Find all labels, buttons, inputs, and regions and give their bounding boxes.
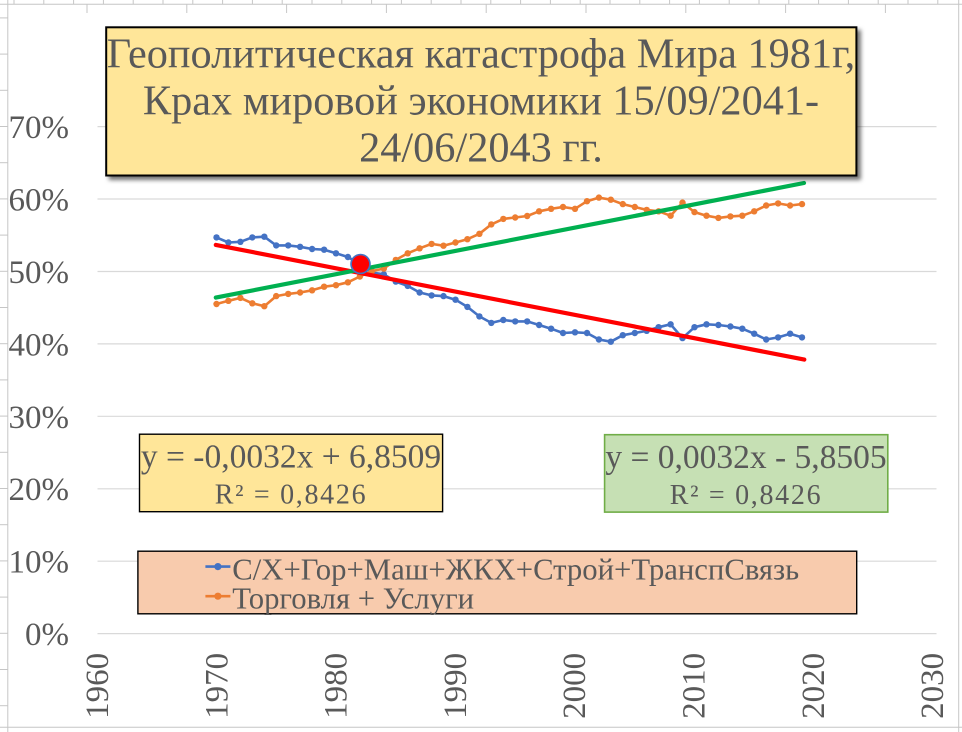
svg-text:2000: 2000 [557, 653, 593, 719]
svg-text:y = 0,0032x - 5,8505: y = 0,0032x - 5,8505 [605, 439, 886, 476]
svg-text:30%: 30% [9, 400, 70, 436]
svg-text:1960: 1960 [80, 653, 116, 719]
svg-text:Геополитическая катастрофа Мир: Геополитическая катастрофа Мира 1981г, [107, 31, 856, 78]
svg-text:24/06/2043 гг.: 24/06/2043 гг. [359, 125, 603, 172]
svg-text:2010: 2010 [677, 653, 713, 719]
svg-text:y = -0,0032x + 6,8509: y = -0,0032x + 6,8509 [141, 438, 441, 475]
svg-text:70%: 70% [9, 110, 70, 146]
svg-text:10%: 10% [9, 545, 70, 581]
svg-text:20%: 20% [9, 472, 70, 508]
svg-text:С/Х+Гор+Маш+ЖКХ+Строй+ТранспСв: С/Х+Гор+Маш+ЖКХ+Строй+ТранспСвязь [232, 553, 799, 587]
svg-text:2030: 2030 [915, 653, 951, 719]
svg-text:Крах мировой экономики 15/09/2: Крах мировой экономики 15/09/2041- [143, 78, 819, 125]
svg-text:R² = 0,8426: R² = 0,8426 [215, 479, 368, 510]
svg-text:Торговля + Услуги: Торговля + Услуги [232, 582, 474, 616]
svg-text:2020: 2020 [796, 653, 832, 719]
svg-text:0%: 0% [25, 617, 69, 653]
svg-text:1980: 1980 [319, 653, 355, 719]
svg-text:50%: 50% [9, 255, 70, 291]
svg-text:1990: 1990 [438, 653, 474, 719]
svg-text:R² = 0,8426: R² = 0,8426 [670, 480, 823, 511]
svg-text:60%: 60% [9, 183, 70, 219]
svg-text:40%: 40% [9, 327, 70, 363]
svg-text:1970: 1970 [199, 653, 235, 719]
